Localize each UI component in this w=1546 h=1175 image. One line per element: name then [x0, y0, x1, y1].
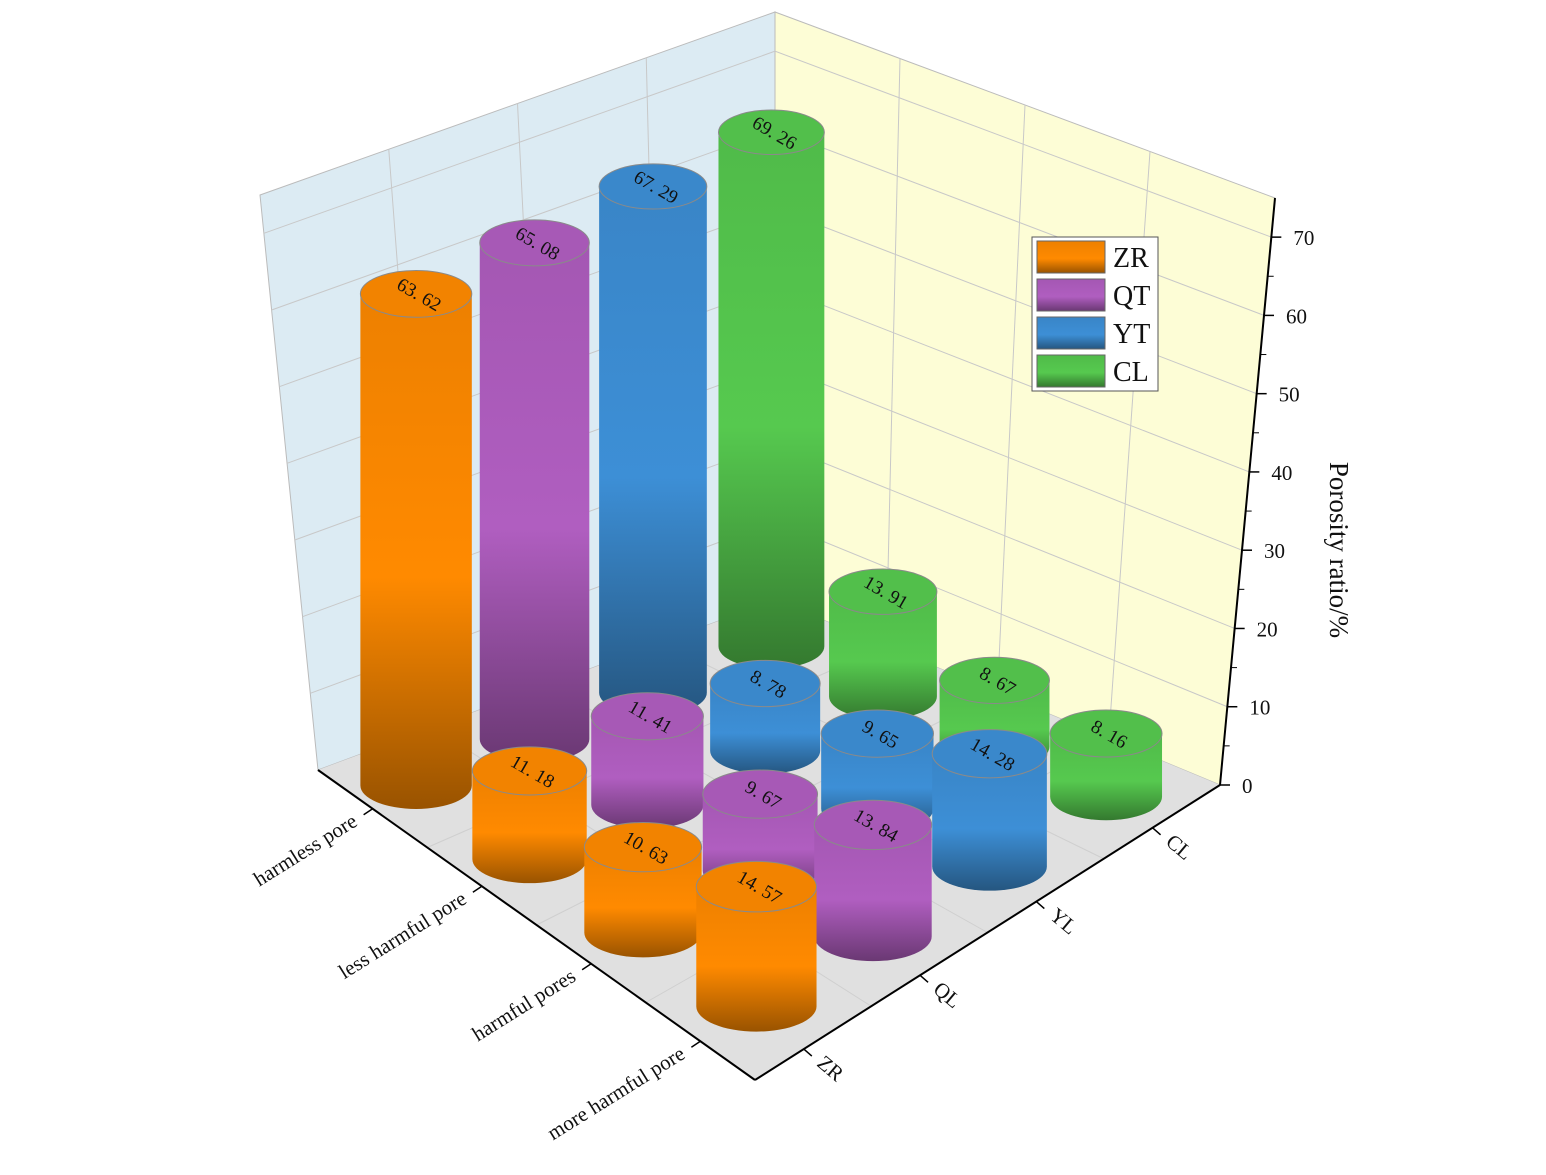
bar-top: [709, 659, 821, 708]
bar-CL-3: 8. 16: [1049, 709, 1163, 821]
gridline: [263, 50, 1272, 238]
bar-body: [599, 186, 707, 716]
bar-body: [814, 824, 932, 962]
bar-ZR-1: 11. 18: [471, 746, 588, 884]
bar-top: [939, 656, 1050, 704]
y-tick-label: YL: [1045, 903, 1082, 939]
bar-top: [931, 729, 1048, 779]
y-tick: [803, 1048, 813, 1057]
bar-QT-1: 11. 41: [590, 692, 704, 829]
z-tick-label: 50: [1279, 383, 1300, 407]
bar-top: [359, 269, 473, 318]
legend-label: CL: [1113, 357, 1149, 388]
y-tick: [1035, 900, 1045, 910]
bar-body: [829, 591, 937, 720]
legend-swatch: [1036, 278, 1106, 312]
legend-swatch: [1036, 240, 1106, 274]
x-tick: [581, 963, 592, 971]
x-tick-label: harmful pores: [468, 964, 580, 1046]
bar-CL-0: 69. 26: [717, 109, 825, 669]
bar-body: [584, 847, 702, 958]
legend-swatch: [1036, 354, 1106, 388]
z-tick-label: 20: [1257, 617, 1278, 641]
z-axis-line: [1219, 197, 1276, 786]
y-tick: [919, 974, 929, 983]
x-tick: [690, 1040, 701, 1048]
y-axis-line: [754, 784, 1221, 1081]
z-tick-label: 0: [1242, 774, 1253, 798]
bar-top: [702, 769, 819, 819]
bar-top: [813, 799, 933, 851]
x-tick: [472, 885, 483, 893]
legend-label: ZR: [1113, 243, 1149, 274]
z-tick-label: 40: [1271, 461, 1292, 485]
legend-label: QT: [1113, 281, 1150, 312]
bar-top: [717, 109, 825, 156]
bar-top: [471, 746, 588, 796]
x-axis-line: [317, 769, 756, 1081]
gridline: [885, 58, 901, 647]
bar-top: [820, 709, 935, 758]
y-tick-label: CL: [1161, 829, 1197, 865]
gridline: [997, 104, 1026, 693]
z-tick-label: 70: [1293, 226, 1314, 250]
bar-QT-0: 65. 08: [479, 219, 590, 763]
bar-CL-1: 13. 91: [828, 568, 938, 720]
bar-top: [1049, 709, 1163, 758]
z-axis-label: Porosity ratio/%: [1324, 462, 1354, 638]
legend-swatch: [1036, 316, 1106, 350]
bar-body: [472, 770, 587, 884]
bar-top: [479, 219, 590, 267]
bar-top: [583, 822, 703, 873]
x-tick-label: harmless pore: [249, 809, 361, 891]
bar-body: [696, 886, 817, 1032]
bar-ZR-0: 63. 62: [359, 269, 473, 809]
legend: ZR QT YT CL: [1031, 236, 1159, 392]
y-tick-label: ZR: [813, 1050, 849, 1086]
bar-QT-3: 13. 84: [813, 799, 933, 962]
bar-body: [360, 293, 472, 809]
bar-body: [718, 132, 825, 669]
bar-body: [1050, 733, 1163, 821]
bar-body: [479, 242, 590, 763]
y-tick-label: QL: [929, 977, 966, 1013]
bar-top: [828, 568, 938, 615]
bar-top: [598, 163, 708, 210]
bar-YT-0: 67. 29: [598, 163, 708, 716]
z-tick-label: 10: [1249, 696, 1270, 720]
z-tick-label: 30: [1264, 539, 1285, 563]
bar-body: [710, 683, 821, 774]
bar-top: [695, 860, 818, 913]
bar-top: [590, 692, 704, 741]
bar-ZR-3: 14. 57: [695, 860, 818, 1032]
x-tick-label: more harmful pore: [543, 1041, 689, 1145]
bar-YT-3: 14. 28: [931, 729, 1048, 891]
legend-label: YT: [1113, 319, 1150, 350]
x-tick: [363, 808, 374, 816]
z-tick-label: 60: [1286, 304, 1307, 328]
bar-body: [591, 716, 704, 829]
bar-body: [932, 753, 1047, 891]
bar-ZR-2: 10. 63: [583, 822, 703, 958]
bar-YT-1: 8. 78: [709, 659, 821, 774]
y-tick: [1152, 827, 1162, 836]
x-tick-label: less harmful pore: [334, 886, 470, 984]
